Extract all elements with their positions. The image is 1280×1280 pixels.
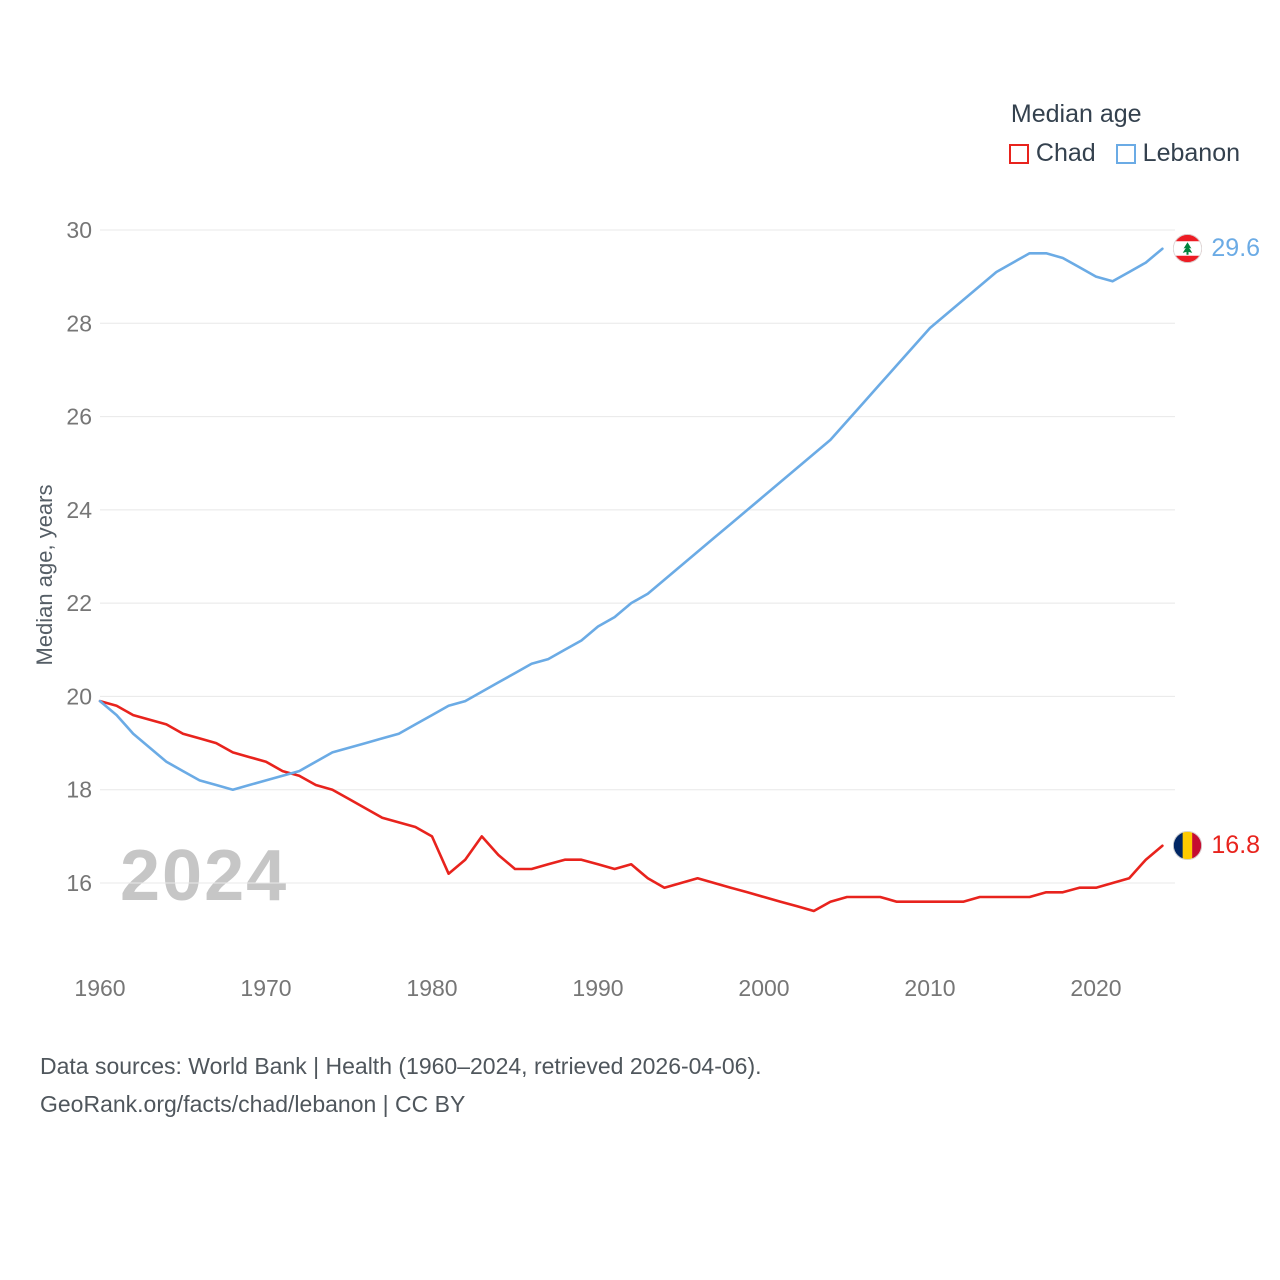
chad-flag-icon xyxy=(1173,831,1203,861)
legend-title: Median age xyxy=(1010,100,1142,128)
watermark-year: 2024 xyxy=(120,836,289,916)
y-tick-label-16: 16 xyxy=(66,870,92,896)
data-sources-line: Data sources: World Bank | Health (1960–… xyxy=(40,1053,762,1079)
x-tick-label-2010: 2010 xyxy=(904,975,955,1001)
end-label-lebanon: 29.6 xyxy=(1173,234,1260,264)
x-tick-label-1970: 1970 xyxy=(240,975,291,1001)
y-tick-label-30: 30 xyxy=(66,217,92,243)
y-tick-label-26: 26 xyxy=(66,404,92,430)
legend-swatch-chad xyxy=(1008,143,1029,164)
chad-end-value: 16.8 xyxy=(1211,831,1261,860)
line-chart-plot: 16 18 20 22 24 26 28 30 1960 1970 1980 1990 2000 2010… xyxy=(66,217,1175,1001)
legend-item-lebanon[interactable]: Lebanon xyxy=(1115,139,1240,168)
lebanon-end-value: 29.6 xyxy=(1211,234,1261,263)
x-tick-label-1990: 1990 xyxy=(572,975,623,1001)
lebanon-flag-icon xyxy=(1173,234,1203,264)
y-tick-label-24: 24 xyxy=(66,497,92,523)
y-tick-label-20: 20 xyxy=(66,683,92,709)
footer: Data sources: World Bank | Health (1960–… xyxy=(40,1048,762,1124)
legend: Median age Chad Lebanon xyxy=(1008,100,1240,168)
series-line-lebanon xyxy=(98,247,1164,792)
x-tick-label-2020: 2020 xyxy=(1070,975,1121,1001)
attribution-line: GeoRank.org/facts/chad/lebanon | CC BY xyxy=(40,1090,466,1117)
legend-item-chad[interactable]: Chad xyxy=(1008,139,1096,168)
legend-items: Chad Lebanon xyxy=(1008,139,1240,168)
y-tick-label-18: 18 xyxy=(66,777,92,803)
y-tick-label-22: 22 xyxy=(66,590,92,616)
y-tick-label-28: 28 xyxy=(66,310,92,336)
end-label-chad: 16.8 xyxy=(1173,831,1260,861)
legend-label-lebanon: Lebanon xyxy=(1142,139,1240,167)
series-line-chad xyxy=(98,699,1164,913)
x-tick-label-2000: 2000 xyxy=(738,975,789,1001)
x-tick-label-1960: 1960 xyxy=(74,975,125,1001)
legend-swatch-lebanon xyxy=(1115,143,1136,164)
x-tick-label-1980: 1980 xyxy=(406,975,457,1001)
legend-label-chad: Chad xyxy=(1035,139,1096,167)
